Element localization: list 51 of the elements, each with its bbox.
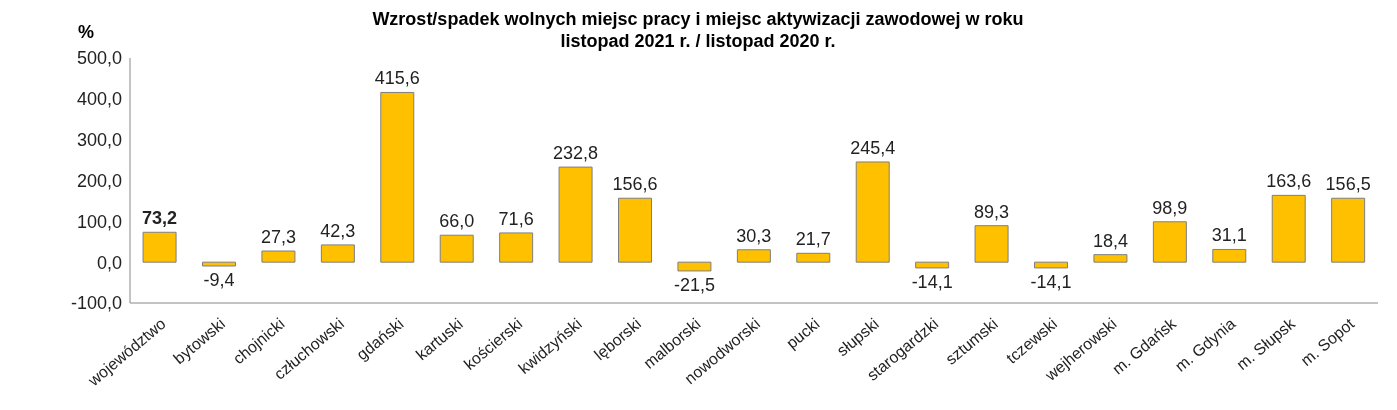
data-label: 31,1	[1211, 225, 1247, 246]
y-tick-label: 200,0	[76, 170, 122, 191]
data-label: -14,1	[911, 271, 953, 292]
y-tick-label: 500,0	[76, 48, 122, 69]
data-label: 73,2	[142, 208, 178, 229]
data-label: 18,4	[1092, 230, 1128, 251]
bar	[736, 249, 771, 263]
bar	[439, 234, 474, 263]
data-label: 42,3	[320, 220, 356, 241]
y-tick-label: 300,0	[76, 130, 122, 151]
data-label: 30,3	[736, 225, 772, 246]
y-tick-label: 0,0	[96, 252, 122, 273]
bar	[499, 232, 534, 263]
bar	[915, 261, 950, 269]
bar	[380, 91, 415, 263]
bar	[1331, 197, 1366, 263]
bar	[142, 231, 177, 263]
data-label: 98,9	[1152, 197, 1188, 218]
data-label: 232,8	[553, 143, 599, 164]
data-label: 156,5	[1325, 174, 1371, 195]
bar	[202, 261, 236, 267]
data-label: 245,4	[850, 137, 896, 158]
data-label: 66,0	[439, 211, 475, 232]
bar	[855, 161, 890, 263]
data-label: 89,3	[974, 201, 1010, 222]
data-label: 71,6	[498, 208, 534, 229]
y-tick-label: 400,0	[76, 89, 122, 110]
bar	[558, 166, 593, 263]
data-label: -9,4	[203, 270, 235, 291]
data-label: -21,5	[673, 274, 715, 295]
bar	[796, 252, 831, 263]
bar	[974, 225, 1009, 263]
data-label: -14,1	[1030, 271, 1072, 292]
bar	[1212, 248, 1247, 263]
bar	[261, 250, 296, 263]
bar	[1152, 221, 1187, 263]
bar	[1093, 254, 1128, 263]
y-axis-title: %	[78, 22, 95, 43]
bar	[320, 244, 355, 263]
data-label: 27,3	[260, 227, 296, 248]
chart-title: Wzrost/spadek wolnych miejsc pracy i miejsc aktywizacji zawodowej w roku listopad 2021 r. / listopad 2020 r.	[372, 9, 1024, 51]
bar	[677, 261, 712, 272]
y-tick-label: 100,0	[76, 211, 122, 232]
data-label: 21,7	[795, 229, 831, 250]
bar	[1271, 194, 1306, 263]
data-label: 156,6	[612, 174, 658, 195]
data-label: 415,6	[374, 68, 420, 89]
y-tick-label: -100,0	[70, 293, 122, 314]
data-label: 163,6	[1266, 171, 1312, 192]
bar	[1034, 261, 1068, 269]
bar	[618, 197, 652, 263]
